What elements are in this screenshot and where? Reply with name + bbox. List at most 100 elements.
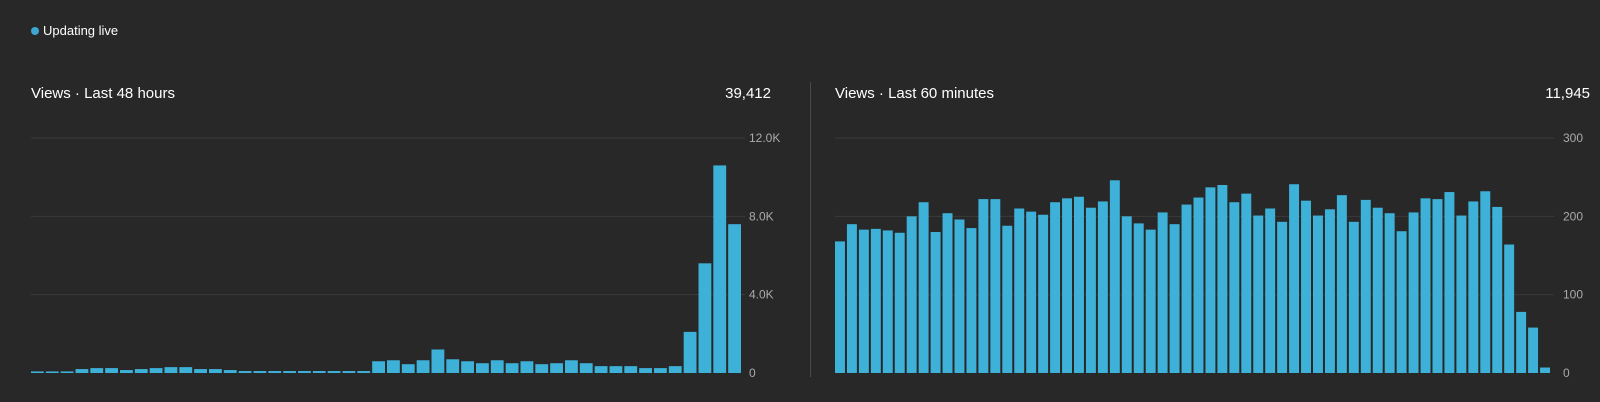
bar-48h-12[interactable] <box>209 369 222 373</box>
bar-60m-7[interactable] <box>918 202 929 373</box>
bar-60m-13[interactable] <box>990 199 1001 373</box>
bar-60m-31[interactable] <box>1205 187 1216 373</box>
bar-48h-42[interactable] <box>654 368 667 373</box>
bar-60m-25[interactable] <box>1133 223 1144 373</box>
bar-60m-40[interactable] <box>1313 215 1323 373</box>
bar-48h-37[interactable] <box>579 363 593 373</box>
bar-48h-21[interactable] <box>342 371 356 373</box>
bar-60m-34[interactable] <box>1241 193 1252 373</box>
bar-48h-18[interactable] <box>298 371 311 373</box>
bar-48h-2[interactable] <box>60 371 74 373</box>
bar-48h-29[interactable] <box>461 361 474 373</box>
bar-48h-41[interactable] <box>639 368 652 373</box>
bar-48h-46[interactable] <box>713 165 727 373</box>
bar-48h-1[interactable] <box>45 371 59 373</box>
bar-60m-20[interactable] <box>1074 196 1084 373</box>
bar-48h-35[interactable] <box>550 363 563 373</box>
bar-60m-52[interactable] <box>1456 215 1467 373</box>
bar-48h-6[interactable] <box>120 370 133 373</box>
bar-60m-45[interactable] <box>1372 207 1383 373</box>
bar-48h-9[interactable] <box>164 367 178 374</box>
bar-48h-0[interactable] <box>31 371 44 373</box>
bar-60m-15[interactable] <box>1014 208 1025 374</box>
bar-48h-8[interactable] <box>149 368 163 373</box>
bar-48h-17[interactable] <box>283 371 296 373</box>
bar-60m-49[interactable] <box>1420 198 1431 373</box>
bar-60m-27[interactable] <box>1157 212 1168 373</box>
bar-60m-18[interactable] <box>1050 202 1061 373</box>
bar-48h-23[interactable] <box>372 361 385 373</box>
bar-60m-17[interactable] <box>1038 214 1049 373</box>
bar-60m-11[interactable] <box>966 228 977 373</box>
bar-60m-6[interactable] <box>906 216 917 373</box>
bar-60m-23[interactable] <box>1109 180 1120 373</box>
bar-60m-12[interactable] <box>978 199 989 373</box>
bar-48h-36[interactable] <box>565 360 578 373</box>
bar-48h-47[interactable] <box>728 224 741 373</box>
bar-60m-8[interactable] <box>930 232 941 373</box>
bar-48h-13[interactable] <box>223 370 237 373</box>
bar-60m-36[interactable] <box>1265 208 1276 374</box>
bar-60m-58[interactable] <box>1528 327 1539 373</box>
bar-60m-28[interactable] <box>1169 224 1180 373</box>
bar-48h-40[interactable] <box>624 366 638 373</box>
bar-60m-14[interactable] <box>1002 225 1013 373</box>
bar-48h-19[interactable] <box>312 371 326 373</box>
bar-48h-27[interactable] <box>431 349 445 374</box>
bar-48h-22[interactable] <box>357 371 371 373</box>
bar-60m-51[interactable] <box>1444 192 1455 373</box>
bar-60m-3[interactable] <box>870 228 881 373</box>
bar-60m-55[interactable] <box>1492 206 1503 373</box>
bar-60m-33[interactable] <box>1229 202 1240 373</box>
bar-60m-5[interactable] <box>894 232 905 373</box>
bar-60m-22[interactable] <box>1097 201 1108 373</box>
bar-48h-32[interactable] <box>505 363 519 373</box>
bar-48h-20[interactable] <box>327 371 341 373</box>
bar-60m-46[interactable] <box>1384 213 1395 373</box>
bar-48h-30[interactable] <box>476 363 489 373</box>
bar-60m-1[interactable] <box>846 224 857 373</box>
bar-48h-34[interactable] <box>535 364 549 373</box>
bar-60m-16[interactable] <box>1026 211 1037 373</box>
bar-60m-57[interactable] <box>1516 311 1527 373</box>
bar-60m-35[interactable] <box>1253 215 1264 373</box>
bar-48h-24[interactable] <box>387 360 400 373</box>
bar-48h-7[interactable] <box>134 369 148 373</box>
bar-48h-26[interactable] <box>416 360 430 373</box>
bar-60m-37[interactable] <box>1277 221 1288 373</box>
bar-48h-28[interactable] <box>446 359 460 373</box>
bar-48h-14[interactable] <box>238 371 252 373</box>
bar-60m-50[interactable] <box>1432 199 1443 373</box>
bar-48h-15[interactable] <box>253 371 267 373</box>
bar-60m-59[interactable] <box>1540 367 1550 373</box>
bar-60m-26[interactable] <box>1145 229 1156 373</box>
bar-60m-4[interactable] <box>882 230 893 373</box>
bar-60m-53[interactable] <box>1468 201 1479 373</box>
bar-60m-2[interactable] <box>858 229 869 373</box>
bar-48h-3[interactable] <box>75 369 89 373</box>
bar-60m-30[interactable] <box>1193 197 1204 373</box>
bar-48h-39[interactable] <box>609 366 623 373</box>
bar-60m-0[interactable] <box>835 241 845 373</box>
bar-60m-47[interactable] <box>1396 231 1407 373</box>
bar-60m-9[interactable] <box>942 213 953 373</box>
bar-60m-24[interactable] <box>1121 216 1132 373</box>
bar-48h-38[interactable] <box>594 366 608 373</box>
bar-60m-38[interactable] <box>1289 184 1300 373</box>
bar-48h-5[interactable] <box>105 368 118 373</box>
bar-48h-4[interactable] <box>90 368 104 373</box>
bar-48h-25[interactable] <box>401 364 415 373</box>
bar-48h-16[interactable] <box>268 371 282 373</box>
bar-60m-54[interactable] <box>1480 191 1491 373</box>
bar-60m-32[interactable] <box>1217 185 1228 373</box>
bar-48h-44[interactable] <box>683 331 697 374</box>
bar-60m-43[interactable] <box>1348 221 1359 373</box>
bar-48h-10[interactable] <box>179 367 193 374</box>
bar-60m-10[interactable] <box>954 219 965 373</box>
bar-48h-11[interactable] <box>194 369 207 373</box>
bar-60m-39[interactable] <box>1301 200 1311 373</box>
bar-48h-33[interactable] <box>520 361 534 373</box>
bar-48h-31[interactable] <box>490 360 504 373</box>
bar-60m-44[interactable] <box>1360 199 1371 373</box>
bar-60m-56[interactable] <box>1504 244 1515 373</box>
